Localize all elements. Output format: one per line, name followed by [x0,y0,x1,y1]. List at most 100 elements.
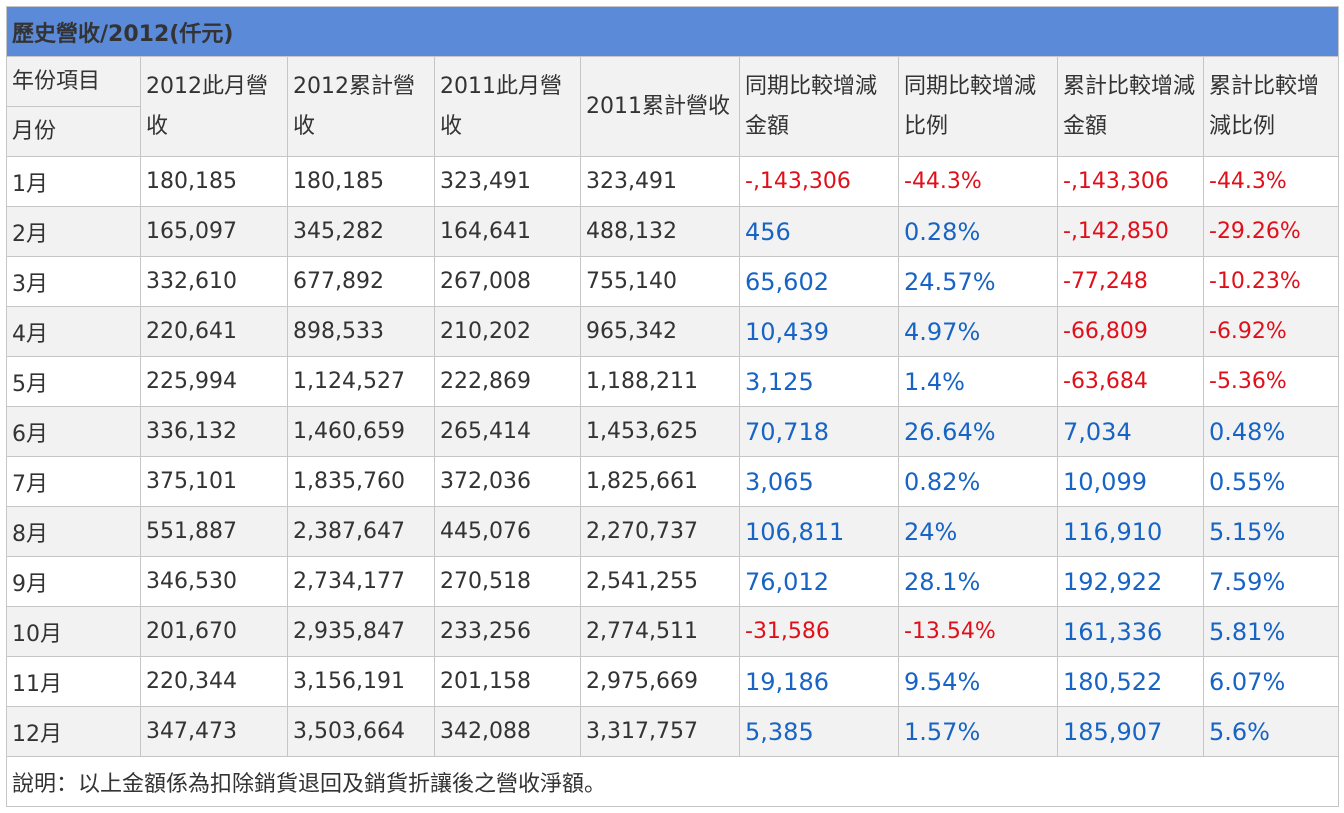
cell-cumulative-diff: 161,336 [1057,606,1204,657]
cell-2011-cumulative: 965,342 [580,306,740,357]
cell-cumulative-pct: -44.3% [1202,156,1340,207]
cell-2011-month: 210,202 [434,306,581,357]
cell-month: 3月 [6,256,141,307]
cell-cumulative-diff: 185,907 [1057,706,1204,757]
cell-cumulative-pct: -6.92% [1202,306,1340,357]
cell-2011-month: 265,414 [434,406,581,457]
cell-2011-month: 445,076 [434,506,581,557]
cell-2012-cumulative: 2,734,177 [287,556,435,607]
col-header-2012-month: 2012此月營收 [140,56,288,157]
table-row: 4月 220,641 898,533 210,202 965,342 10,439 4.97… [6,306,1340,357]
cell-2011-month: 323,491 [434,156,581,207]
cell-cumulative-diff: -,143,306 [1057,156,1204,207]
cell-2011-cumulative: 3,317,757 [580,706,740,757]
cell-2012-month: 347,473 [140,706,288,757]
cell-month: 8月 [6,506,141,557]
cell-2012-cumulative: 677,892 [287,256,435,307]
cell-period-pct: -44.3% [898,156,1058,207]
table-row: 1月 180,185 180,185 323,491 323,491 -,143,306-… [6,156,1340,207]
cell-period-diff: 106,811 [739,506,899,557]
corner-header-year: 年份項目 [6,56,141,107]
cell-month: 1月 [6,156,141,207]
cell-period-diff: -31,586 [739,606,899,657]
col-header-2011-cumulative: 2011累計營收 [580,56,740,157]
cell-2012-month: 551,887 [140,506,288,557]
cell-period-pct: 4.97% [898,306,1058,357]
cell-2011-month: 342,088 [434,706,581,757]
cell-2012-cumulative: 180,185 [287,156,435,207]
cell-2011-cumulative: 2,270,737 [580,506,740,557]
cell-month: 10月 [6,606,141,657]
cell-2011-cumulative: 2,774,511 [580,606,740,657]
cell-period-pct: -13.54% [898,606,1058,657]
col-header-2011-month: 2011此月營收 [434,56,581,157]
cell-period-pct: 26.64% [898,406,1058,457]
cell-2012-month: 346,530 [140,556,288,607]
cell-2012-cumulative: 1,124,527 [287,356,435,407]
cell-2011-cumulative: 2,975,669 [580,656,740,707]
col-header-period-pct: 同期比較增減比例 [898,56,1058,157]
table-note: 說明：以上金額係為扣除銷貨退回及銷貨折讓後之營收淨額。 [5,756,1340,807]
cell-period-diff: 65,602 [739,256,899,307]
cell-cumulative-pct: 5.81% [1202,606,1340,657]
cell-cumulative-pct: 5.6% [1202,706,1340,757]
table-row: 6月 336,132 1,460,659 265,414 1,453,625 70,718… [6,406,1340,457]
cell-2012-cumulative: 898,533 [287,306,435,357]
cell-2012-month: 375,101 [140,456,288,507]
cell-2011-cumulative: 1,453,625 [580,406,740,457]
cell-2011-cumulative: 323,491 [580,156,740,207]
cell-cumulative-pct: -10.23% [1202,256,1340,307]
col-header-cumulative-diff: 累計比較增減金額 [1057,56,1204,157]
cell-2011-month: 164,641 [434,206,581,257]
cell-2012-cumulative: 1,460,659 [287,406,435,457]
cell-period-diff: -,143,306 [739,156,899,207]
cell-2012-cumulative: 2,935,847 [287,606,435,657]
table-title: 歷史營收/2012(仟元) [5,6,1340,57]
cell-month: 6月 [6,406,141,457]
cell-cumulative-diff: -77,248 [1057,256,1204,307]
table-row: 9月 346,530 2,734,177 270,518 2,541,255 76,012… [6,556,1340,607]
cell-cumulative-diff: 7,034 [1057,406,1204,457]
cell-cumulative-diff: -66,809 [1057,306,1204,357]
cell-2011-cumulative: 2,541,255 [580,556,740,607]
cell-2011-cumulative: 488,132 [580,206,740,257]
cell-period-diff: 10,439 [739,306,899,357]
cell-2012-month: 180,185 [140,156,288,207]
cell-period-pct: 28.1% [898,556,1058,607]
cell-2012-month: 336,132 [140,406,288,457]
cell-cumulative-pct: 5.15% [1202,506,1340,557]
table-row: 12月 347,473 3,503,664 342,088 3,317,757 5,385… [6,706,1340,757]
cell-2012-month: 225,994 [140,356,288,407]
cell-period-diff: 3,125 [739,356,899,407]
cell-period-diff: 76,012 [739,556,899,607]
cell-cumulative-diff: 116,910 [1057,506,1204,557]
table-row: 8月 551,887 2,387,647 445,076 2,270,737 106,81… [6,506,1340,557]
cell-cumulative-pct: 0.55% [1202,456,1340,507]
cell-2011-month: 267,008 [434,256,581,307]
cell-2012-cumulative: 1,835,760 [287,456,435,507]
table-row: 7月 375,101 1,835,760 372,036 1,825,661 3,065 0… [6,456,1340,507]
cell-period-pct: 0.28% [898,206,1058,257]
cell-cumulative-pct: -29.26% [1202,206,1340,257]
cell-2012-cumulative: 2,387,647 [287,506,435,557]
corner-header-month: 月份 [6,106,141,157]
cell-2012-month: 165,097 [140,206,288,257]
cell-2011-month: 270,518 [434,556,581,607]
cell-period-pct: 1.57% [898,706,1058,757]
cell-2012-month: 220,641 [140,306,288,357]
cell-period-pct: 9.54% [898,656,1058,707]
cell-2012-cumulative: 3,503,664 [287,706,435,757]
cell-month: 7月 [6,456,141,507]
cell-month: 9月 [6,556,141,607]
cell-cumulative-pct: 0.48% [1202,406,1340,457]
cell-cumulative-diff: -,142,850 [1057,206,1204,257]
table-row: 3月 332,610 677,892 267,008 755,140 65,602 24.5… [6,256,1340,307]
cell-2011-cumulative: 755,140 [580,256,740,307]
cell-2012-cumulative: 345,282 [287,206,435,257]
cell-2012-month: 220,344 [140,656,288,707]
cell-cumulative-pct: -5.36% [1202,356,1340,407]
cell-2011-month: 372,036 [434,456,581,507]
cell-period-pct: 0.82% [898,456,1058,507]
cell-period-diff: 456 [739,206,899,257]
col-header-period-diff: 同期比較增減金額 [739,56,899,157]
